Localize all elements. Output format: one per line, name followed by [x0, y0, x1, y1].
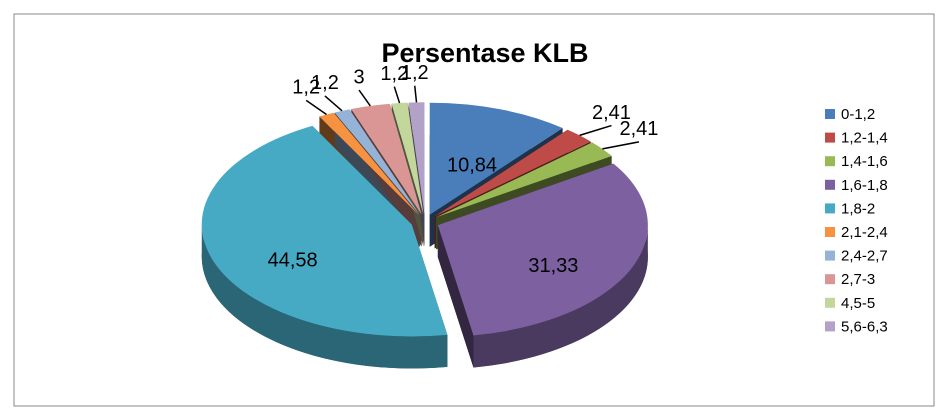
value-label: 1,2	[380, 63, 408, 85]
slice	[334, 109, 420, 215]
legend-label: 2,7-3	[841, 271, 875, 288]
value-label: 1,2	[292, 77, 320, 99]
slice	[408, 102, 425, 215]
legend-label: 4,5-5	[841, 295, 875, 312]
leader-line	[602, 141, 640, 150]
value-label: 2,41	[592, 102, 631, 124]
leader-line	[414, 85, 418, 103]
legend-label: 2,4-2,7	[841, 248, 888, 265]
legend-swatch	[825, 227, 835, 237]
legend-label: 1,2-1,4	[841, 130, 888, 147]
legend-swatch	[825, 179, 835, 190]
slice-side	[201, 224, 448, 369]
value-label: 10,84	[447, 155, 497, 177]
slice	[391, 102, 424, 215]
pie-tops	[201, 102, 648, 337]
legend-label: 0-1,2	[841, 106, 875, 123]
legend-swatch	[825, 274, 835, 285]
value-label: 3	[353, 66, 364, 88]
legend-swatch	[825, 250, 835, 261]
legend-swatch	[825, 109, 835, 119]
value-label: 2,41	[620, 118, 659, 140]
legend-label: 2,1-2,4	[841, 224, 888, 241]
slice	[319, 112, 419, 216]
slice	[201, 125, 448, 337]
leader-line	[305, 99, 327, 116]
legend-swatch	[825, 156, 835, 167]
legend-label: 1,8-2	[841, 200, 875, 217]
legend-label: 1,6-1,8	[841, 177, 888, 194]
leader-line	[358, 89, 371, 107]
leader-line	[393, 86, 401, 104]
chart-title: Persentase KLB	[381, 38, 588, 68]
legend-swatch	[825, 321, 835, 332]
value-label: 31,33	[528, 255, 578, 277]
slice	[434, 129, 591, 217]
legend-label: 1,4-1,6	[841, 153, 888, 170]
value-label: 1,2	[401, 62, 429, 84]
leader-line	[579, 124, 612, 137]
leader-line	[324, 95, 343, 112]
slice-side	[473, 225, 648, 368]
legend-label: 5,6-6,3	[841, 318, 888, 335]
slice	[351, 103, 422, 215]
value-label: 1,2	[311, 72, 339, 94]
legend-swatch	[825, 132, 835, 143]
slice	[429, 102, 563, 215]
legend-swatch	[825, 203, 835, 214]
slice-wall	[437, 225, 474, 368]
legend-swatch	[825, 297, 835, 308]
slice	[436, 142, 612, 218]
value-label: 44,58	[268, 250, 318, 272]
slice	[437, 163, 648, 336]
